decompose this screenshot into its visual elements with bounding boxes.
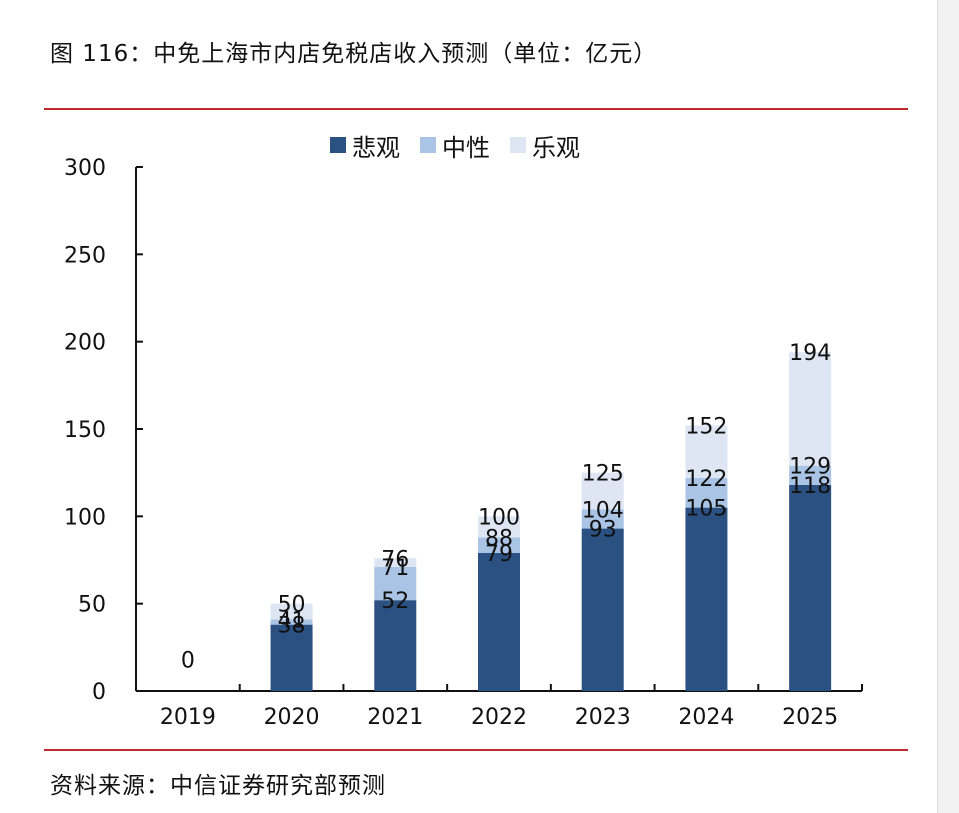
- bar-segment-pessimistic: [478, 553, 520, 691]
- bar-segment-optimistic: [789, 352, 832, 466]
- data-label: 38: [278, 614, 306, 639]
- data-label: 118: [789, 474, 831, 499]
- data-label: 122: [685, 467, 727, 492]
- data-label: 104: [582, 498, 624, 523]
- data-label: 100: [478, 505, 520, 530]
- bar-segment-optimistic: [685, 425, 728, 478]
- y-tick-label: 50: [78, 593, 106, 618]
- x-tick-label: 2023: [575, 705, 631, 730]
- data-label: 50: [278, 593, 306, 618]
- y-tick-label: 150: [64, 418, 106, 443]
- data-label: 152: [685, 415, 727, 440]
- bar-segment-optimistic: [374, 558, 417, 567]
- bar-segment-optimistic: [478, 516, 520, 538]
- data-label: 105: [685, 497, 727, 522]
- x-tick-label: 2024: [678, 705, 734, 730]
- data-label: 41: [278, 608, 306, 633]
- bar-segment-neutral: [478, 537, 520, 554]
- legend-item-optimistic: 乐观: [510, 128, 580, 163]
- data-label: 52: [381, 589, 409, 614]
- legend-swatch-optimistic: [510, 137, 526, 153]
- legend-label-optimistic: 乐观: [532, 133, 580, 162]
- bar-segment-neutral: [789, 465, 832, 485]
- source-divider: [44, 749, 908, 751]
- bar-segment-neutral: [685, 477, 728, 508]
- bar-segment-optimistic: [270, 603, 313, 620]
- data-label: 0: [181, 649, 195, 674]
- data-label: 88: [485, 526, 513, 551]
- y-tick-label: 200: [64, 331, 106, 356]
- x-tick-label: 2025: [782, 705, 838, 730]
- data-label: 71: [381, 556, 409, 581]
- y-tick-label: 300: [64, 156, 106, 181]
- y-tick-label: 100: [64, 505, 106, 530]
- bar-segment-pessimistic: [270, 624, 313, 691]
- data-label: 93: [589, 518, 617, 543]
- report-page: [0, 0, 937, 813]
- bar-segment-pessimistic: [789, 484, 832, 691]
- data-label: 76: [381, 547, 409, 572]
- bar-segment-pessimistic: [374, 600, 417, 691]
- bar-segment-neutral: [374, 566, 417, 601]
- bar-segment-pessimistic: [581, 528, 624, 691]
- y-tick-label: 0: [92, 680, 106, 705]
- x-tick-label: 2022: [471, 705, 527, 730]
- bar-segment-neutral: [581, 509, 624, 529]
- bar-segment-neutral: [270, 619, 313, 625]
- legend-swatch-neutral: [420, 137, 436, 153]
- figure-title: 图 116：中免上海市内店免税店收入预测（单位：亿元）: [50, 41, 658, 67]
- title-divider: [44, 108, 908, 110]
- data-label: 125: [582, 462, 624, 487]
- stacked-bar-chart: 0 50 100 150 200 250 300 2019 2020 2021 2022 2023 20…: [64, 156, 863, 730]
- x-tick-label: 2020: [264, 705, 320, 730]
- y-tick-label: 250: [64, 243, 106, 268]
- source-note: 资料来源：中信证券研究部预测: [50, 773, 386, 799]
- data-label: 129: [789, 455, 831, 480]
- data-label: 79: [485, 542, 513, 567]
- legend-item-neutral: 中性: [420, 128, 490, 163]
- bar-segment-pessimistic: [685, 507, 728, 691]
- legend-swatch-pessimistic: [330, 137, 346, 153]
- x-tick-label: 2019: [160, 705, 216, 730]
- x-tick-label: 2021: [367, 705, 423, 730]
- chart-legend: 悲观 中性 乐观: [330, 128, 580, 163]
- legend-label-pessimistic: 悲观: [352, 133, 400, 162]
- window-side-strip: [937, 0, 959, 813]
- data-label: 194: [789, 341, 831, 366]
- legend-item-pessimistic: 悲观: [330, 128, 400, 163]
- legend-label-neutral: 中性: [442, 133, 490, 162]
- bar-segment-optimistic: [581, 472, 624, 510]
